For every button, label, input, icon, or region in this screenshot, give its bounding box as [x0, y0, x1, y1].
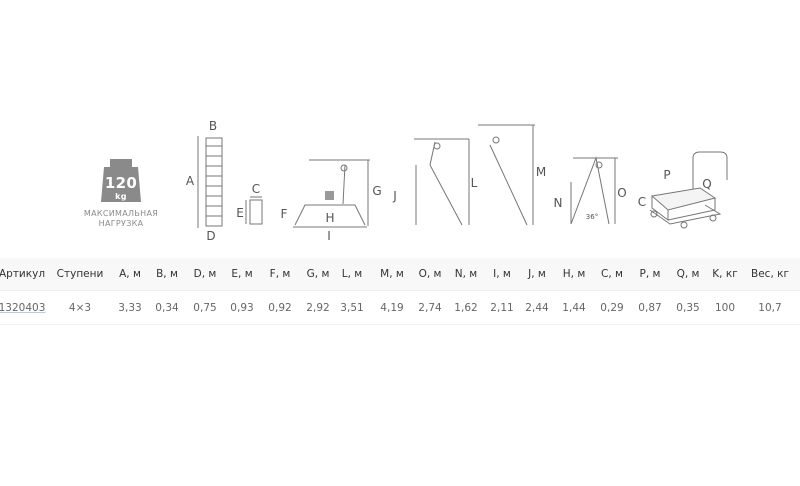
table-row: 1320403 4×3 3,33 0,34 0,75 0,93 0,92 2,92 3,51 4,…: [0, 292, 800, 325]
dim-label-f: F: [280, 207, 288, 221]
table-cell: 0,29: [600, 302, 624, 314]
table-cell: 0,92: [268, 302, 292, 314]
column-header: K, кг: [712, 268, 738, 280]
dim-label-c-cart: C: [637, 195, 647, 209]
table-cell: 3,51: [340, 302, 364, 314]
table-cell: 10,7: [758, 302, 782, 314]
stepladder-drawing: [570, 156, 618, 225]
dim-label-e: E: [236, 206, 244, 220]
ladder-diagrams: [101, 124, 728, 229]
load-label-line1: МАКСИМАЛЬНАЯ: [83, 209, 159, 218]
table-cell: 0,35: [676, 302, 700, 314]
table-cell: 2,44: [525, 302, 549, 314]
dim-label-a: A: [185, 174, 195, 188]
table-cell: 3,33: [118, 302, 142, 314]
dim-label-p: P: [663, 168, 671, 182]
platform-drawing: [293, 159, 370, 228]
table-cell: 4,19: [380, 302, 404, 314]
dim-label-m: M: [535, 165, 547, 179]
table-header-row: Артикул Ступени A, м B, м D, м E, м F, м G, м L,…: [0, 258, 800, 291]
table-cell: 1,62: [454, 302, 478, 314]
dim-label-d: D: [206, 229, 216, 243]
dim-label-h: H: [325, 211, 335, 225]
dim-label-j: J: [393, 189, 397, 203]
load-unit: kg: [115, 192, 127, 201]
table-cell: 1,44: [562, 302, 586, 314]
dim-label-n: N: [553, 196, 563, 210]
cart-drawing: [649, 151, 728, 229]
column-header: N, м: [454, 268, 478, 280]
column-header: Вес, кг: [751, 268, 789, 280]
table-cell: 2,92: [306, 302, 330, 314]
dim-label-i: I: [327, 229, 331, 243]
weight-icon: [101, 159, 141, 202]
column-header: I, м: [493, 268, 511, 280]
dim-label-g: G: [372, 184, 382, 198]
table-cell: 4×3: [68, 302, 92, 314]
column-header: L, м: [341, 268, 363, 280]
column-header: D, м: [193, 268, 217, 280]
table-cell: 100: [714, 302, 736, 314]
table-cell: 0,87: [638, 302, 662, 314]
column-header: C, м: [601, 268, 623, 280]
column-header: J, м: [528, 268, 546, 280]
dim-label-o: O: [617, 186, 627, 200]
table-cell: 0,93: [230, 302, 254, 314]
table-cell: 0,75: [193, 302, 217, 314]
column-header: G, м: [306, 268, 330, 280]
dim-label-q: Q: [702, 177, 712, 191]
column-header: F, м: [269, 268, 291, 280]
column-header: Артикул: [0, 268, 46, 280]
load-value: 120: [104, 174, 138, 192]
dim-label-l: L: [470, 176, 478, 190]
angle-label: 36°: [585, 213, 599, 221]
table-cell: 2,11: [490, 302, 514, 314]
column-header: O, м: [418, 268, 442, 280]
table-cell: 2,74: [418, 302, 442, 314]
lean-ladder-drawing: [414, 138, 470, 226]
column-header: A, м: [119, 268, 141, 280]
column-header: M, м: [380, 268, 404, 280]
column-header: E, м: [231, 268, 253, 280]
column-header: Ступени: [56, 268, 104, 280]
column-header: Q, м: [676, 268, 700, 280]
column-header: B, м: [156, 268, 178, 280]
article-link[interactable]: 1320403: [0, 302, 46, 314]
column-header: H, м: [562, 268, 586, 280]
extended-ladder-drawing: [478, 124, 535, 226]
hinge-drawing: [245, 196, 263, 225]
column-header: P, м: [639, 268, 661, 280]
folded-ladder-drawing: [197, 136, 223, 228]
dim-label-b: B: [208, 119, 218, 133]
dim-label-c: C: [251, 182, 261, 196]
load-label-line2: НАГРУЗКА: [98, 219, 144, 228]
table-cell: 0,34: [155, 302, 179, 314]
